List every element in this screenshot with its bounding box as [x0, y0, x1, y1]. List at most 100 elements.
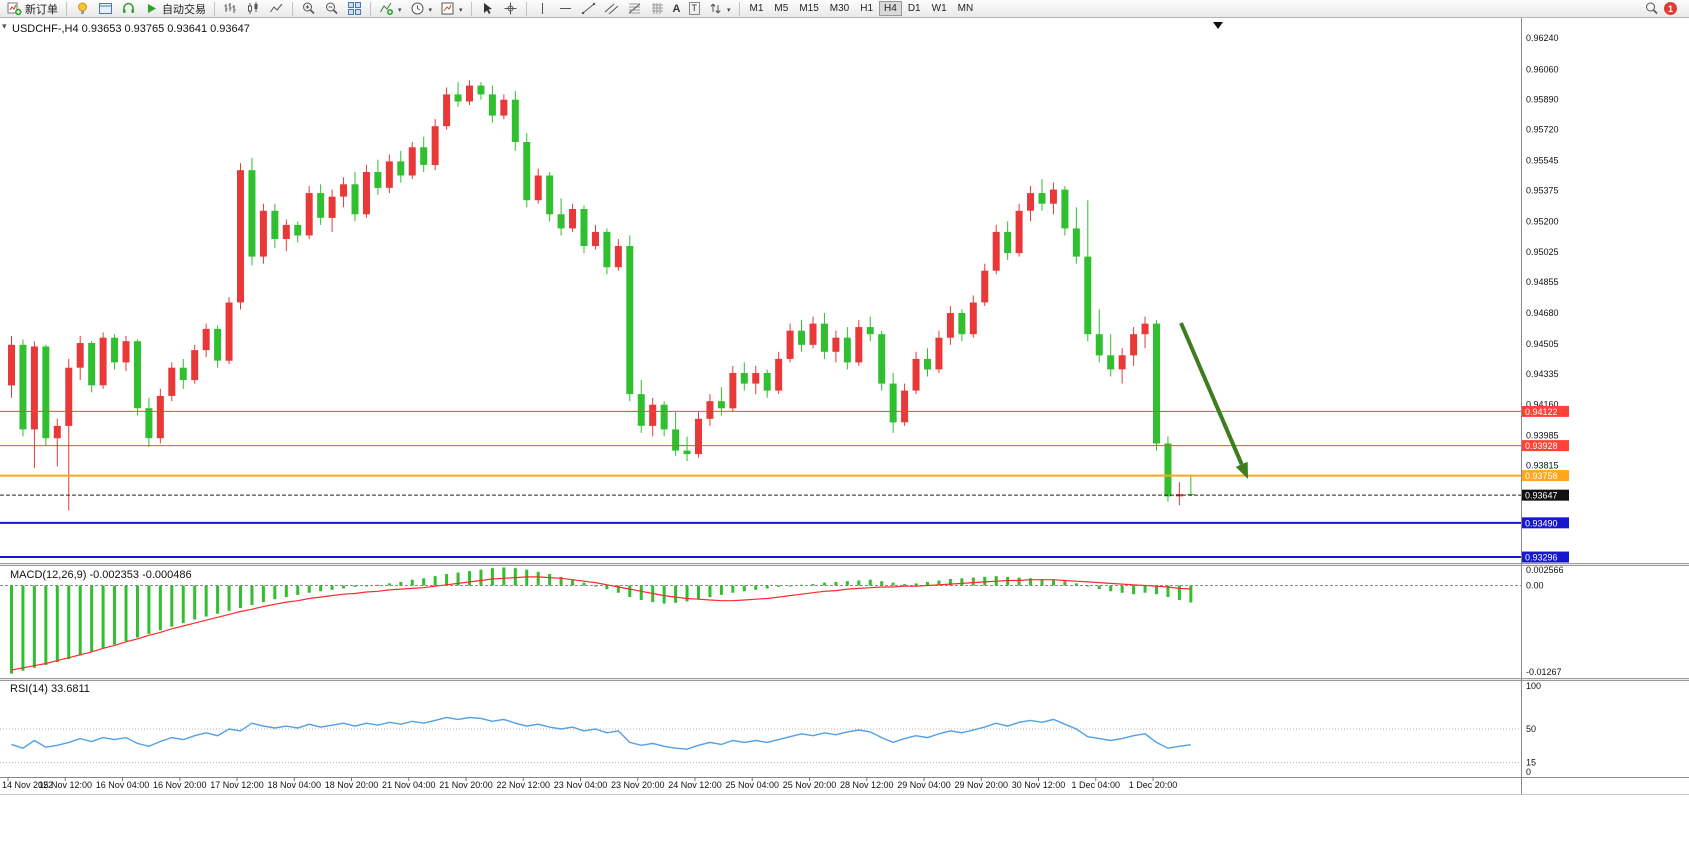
candle [111, 337, 119, 363]
svg-text:0.93928: 0.93928 [1525, 441, 1558, 451]
fibonacci-tool-button[interactable] [624, 1, 645, 17]
candlestick-series [8, 80, 1195, 511]
timeframe-m30[interactable]: M30 [825, 1, 854, 16]
support-button[interactable] [118, 1, 139, 17]
timeframe-h1[interactable]: H1 [855, 1, 878, 16]
line-chart-mode-button[interactable] [266, 1, 287, 17]
candle [843, 337, 851, 363]
horizontal-line-tool-button[interactable] [555, 1, 576, 17]
timeframe-m5[interactable]: M5 [769, 1, 793, 16]
new-order-button[interactable]: 新订单 [4, 1, 61, 17]
autotrading-label: 自动交易 [162, 3, 206, 16]
time-axis[interactable] [0, 777, 1689, 794]
bar-chart-mode-button[interactable] [220, 1, 241, 17]
svg-text:0.00: 0.00 [1526, 581, 1544, 591]
fibonacci-icon [627, 1, 642, 16]
crosshair-icon [503, 1, 518, 16]
candle [1130, 334, 1138, 356]
time-axis-label: 24 Nov 12:00 [668, 780, 722, 790]
channel-tool-button[interactable] [601, 1, 622, 17]
chart-shift-marker[interactable] [1213, 22, 1223, 29]
text-tool-button[interactable]: A [670, 1, 684, 17]
candle [740, 373, 748, 384]
crosshair-tool-button[interactable] [500, 1, 521, 17]
svg-text:0.93647: 0.93647 [1525, 491, 1558, 501]
price-tag [1522, 470, 1569, 482]
one-click-trading-toggle[interactable]: ▾ [2, 21, 7, 31]
macd-signal-line [11, 576, 1191, 671]
price-tag [1522, 405, 1569, 417]
chart-canvas[interactable]: 0.002566 0.00 -0.01267 100 50 150 0.96240 0.960… [0, 18, 1689, 857]
candle [557, 214, 565, 229]
cursor-icon [480, 1, 495, 16]
panel-separator[interactable] [0, 678, 1689, 681]
timeframe-m1[interactable]: M1 [745, 1, 769, 16]
pattern-tool-button[interactable] [647, 1, 668, 17]
candle [775, 358, 783, 391]
candle [156, 395, 164, 439]
svg-text:0.95720: 0.95720 [1526, 125, 1559, 135]
channel-icon [604, 1, 619, 16]
candle [706, 401, 714, 419]
timeframe-w1[interactable]: W1 [927, 1, 952, 16]
candle [924, 358, 931, 370]
candle [317, 193, 325, 218]
timeframe-m15[interactable]: M15 [794, 1, 823, 16]
search-button[interactable] [1641, 1, 1662, 17]
periods-button[interactable] [407, 1, 436, 17]
toolbar: 新订单 自动交易 [0, 0, 1689, 18]
svg-text:-0.01267: -0.01267 [1526, 667, 1562, 677]
zoom-out-button[interactable] [321, 1, 342, 17]
trend-arrow-annotation[interactable] [1179, 322, 1244, 466]
vertical-line-tool-button[interactable] [532, 1, 553, 17]
time-axis-label: 17 Nov 12:00 [210, 780, 264, 790]
candle [1164, 443, 1172, 497]
candle [809, 323, 817, 345]
time-axis-label: 14 Nov 2022 [2, 780, 53, 790]
zoom-in-button[interactable] [298, 1, 319, 17]
candle [1015, 210, 1023, 254]
timeframe-h4[interactable]: H4 [879, 1, 902, 16]
time-axis-label: 16 Nov 20:00 [153, 780, 207, 790]
indicators-button[interactable] [376, 1, 405, 17]
timeframe-mn[interactable]: MN [953, 1, 979, 16]
svg-text:0: 0 [1526, 767, 1531, 777]
rsi-line [11, 716, 1191, 750]
candle [626, 246, 634, 395]
chart-title: USDCHF-,H4 0.93653 0.93765 0.93641 0.936… [12, 23, 250, 35]
candle [385, 161, 393, 188]
chart-area[interactable]: ▾ USDCHF-,H4 0.93653 0.93765 0.93641 0.9… [0, 18, 1689, 857]
trend-arrow-head[interactable] [1235, 461, 1248, 479]
templates-button[interactable] [437, 1, 466, 17]
chart-window-button[interactable] [95, 1, 116, 17]
autotrading-button[interactable]: 自动交易 [141, 1, 209, 17]
arrows-tool-button[interactable] [705, 1, 734, 17]
candle [443, 94, 451, 127]
candle [523, 142, 531, 201]
candle [420, 147, 428, 165]
candle [729, 373, 737, 409]
candle [397, 161, 405, 176]
candle [191, 350, 199, 381]
chart-window-icon [98, 1, 113, 16]
tile-windows-button[interactable] [344, 1, 365, 17]
text-label-tool-button[interactable]: T [686, 1, 704, 17]
candle [889, 383, 897, 423]
new-order-label: 新订单 [25, 3, 58, 16]
headset-icon [121, 1, 136, 16]
time-axis-label: 25 Nov 20:00 [783, 780, 837, 790]
timeframe-d1[interactable]: D1 [903, 1, 926, 16]
notification-badge[interactable]: 1 [1664, 2, 1677, 15]
time-axis-label: 29 Nov 20:00 [954, 780, 1008, 790]
candle [763, 373, 771, 391]
panel-separator[interactable] [0, 563, 1689, 566]
candle [901, 390, 909, 423]
price-axis[interactable] [1521, 18, 1689, 777]
candlestick-mode-button[interactable] [243, 1, 264, 17]
candle [637, 394, 645, 426]
trendline-tool-button[interactable] [578, 1, 599, 17]
price-tag [1522, 551, 1569, 563]
signals-button[interactable] [72, 1, 93, 17]
cursor-tool-button[interactable] [477, 1, 498, 17]
candle [660, 404, 668, 430]
